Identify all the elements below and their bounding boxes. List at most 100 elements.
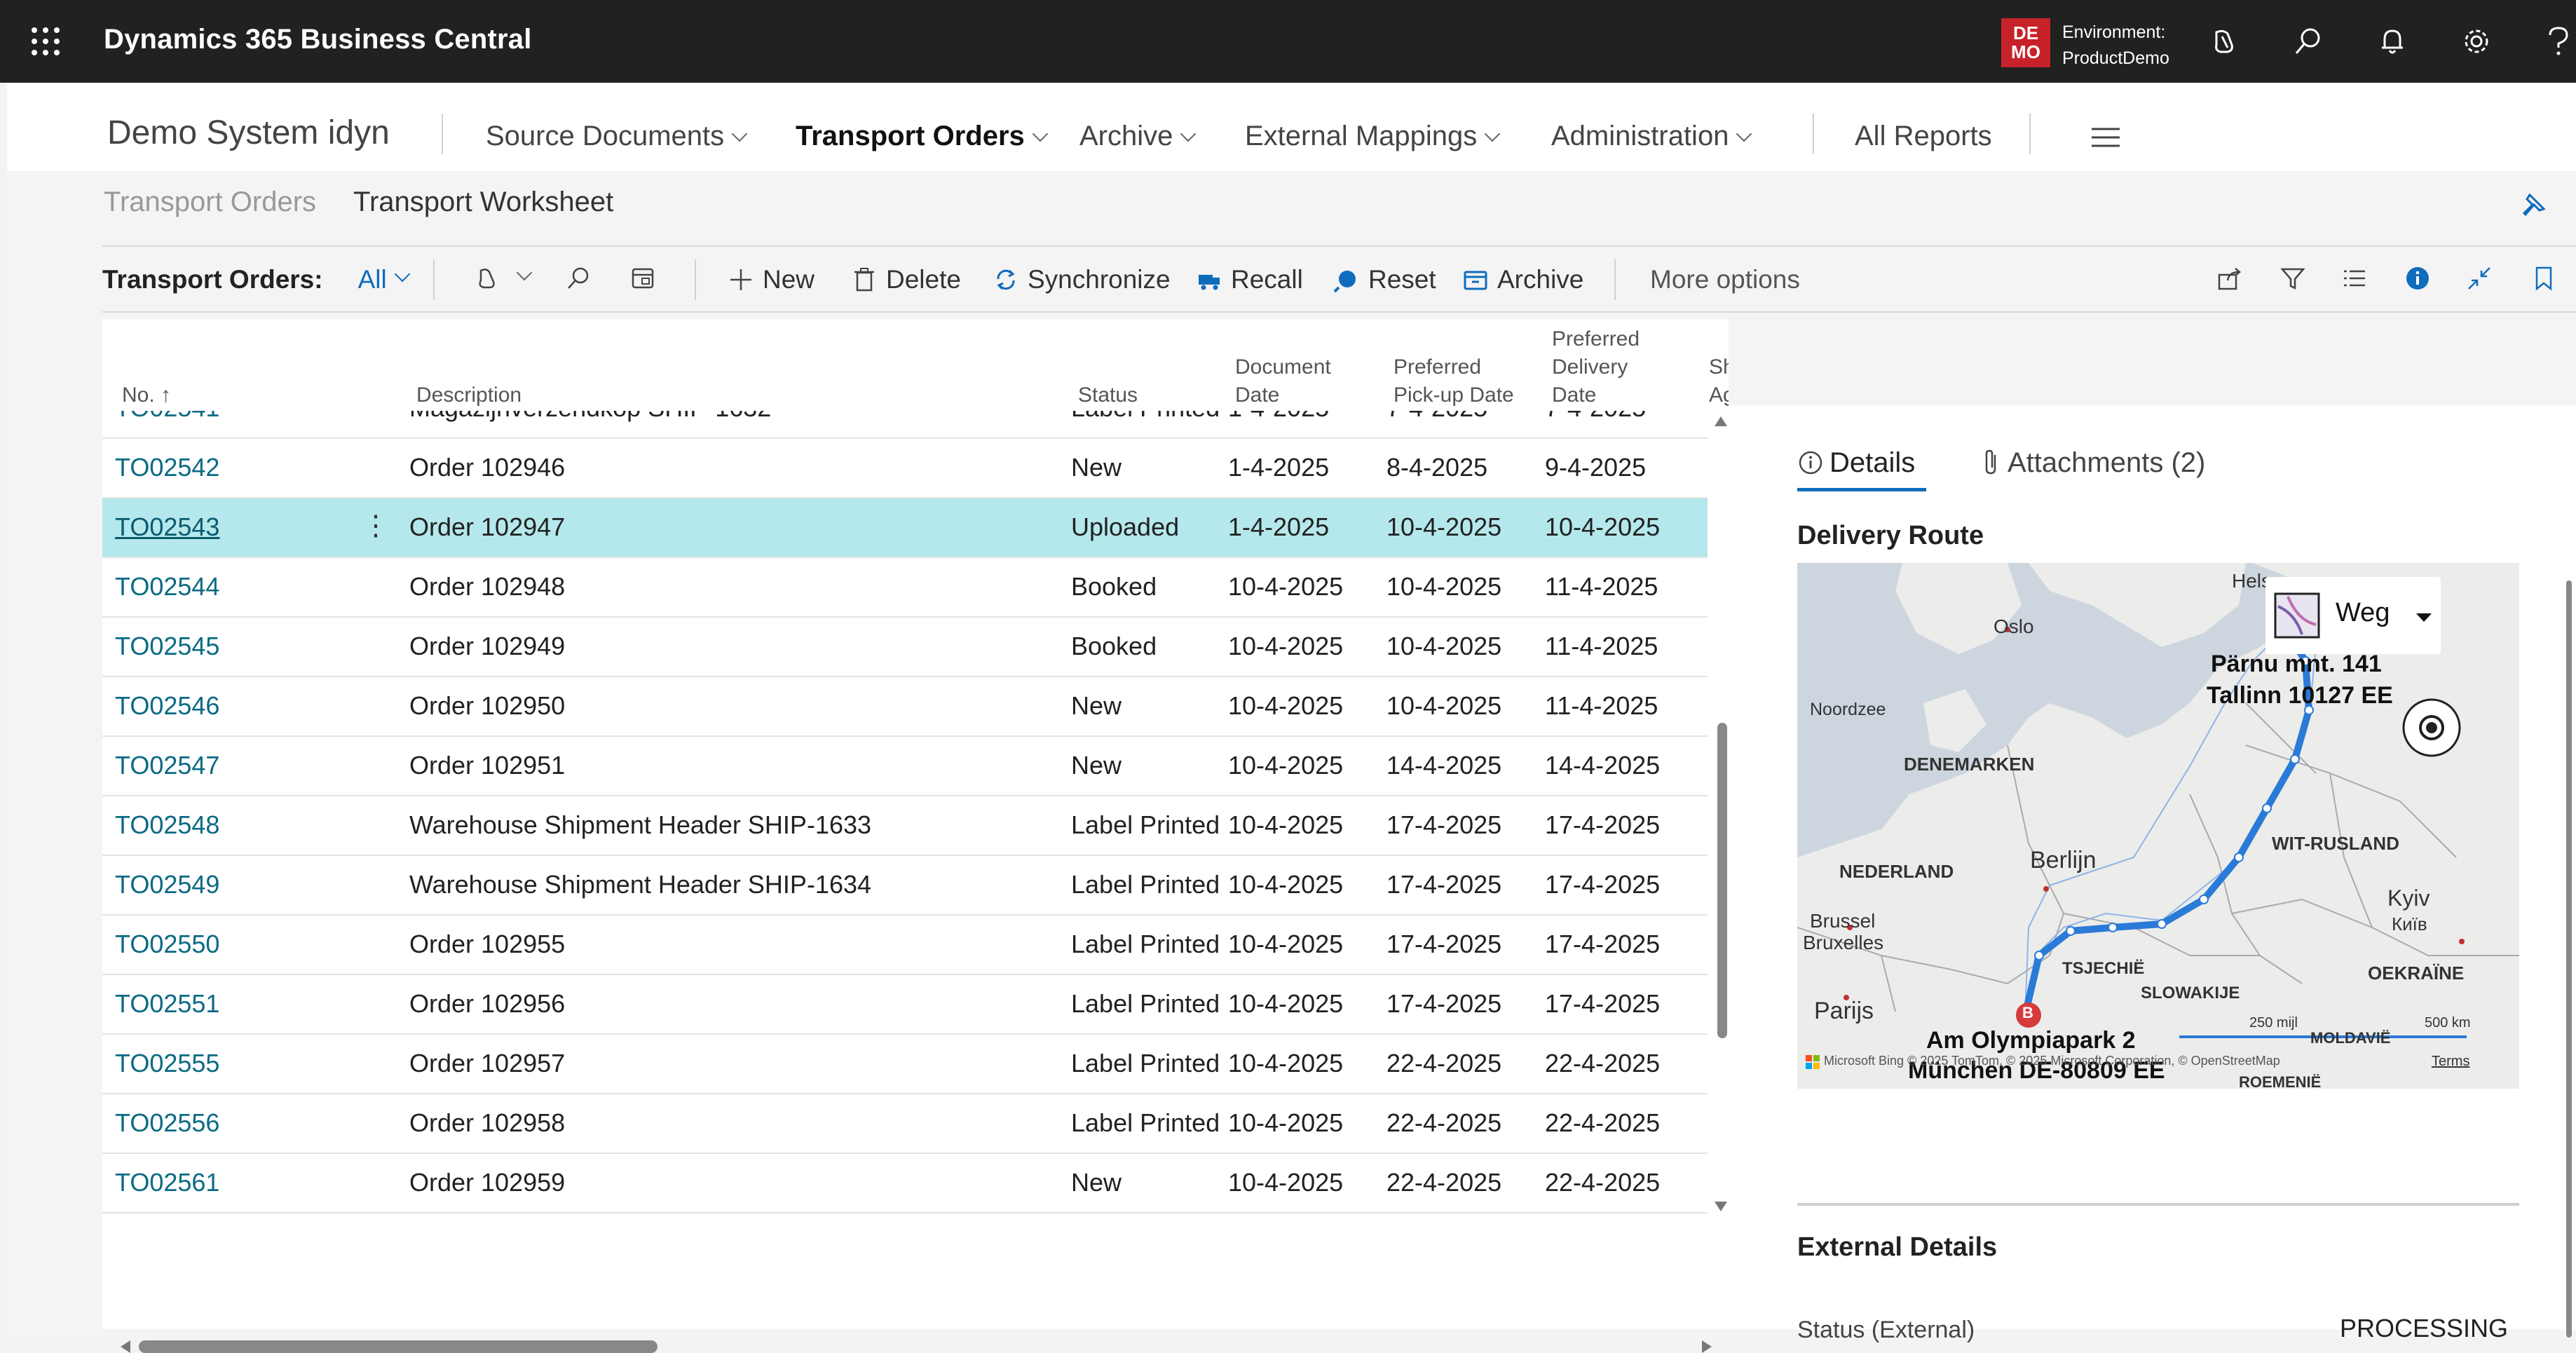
cell-delivery-date: 22-4-2025	[1545, 1108, 1661, 1137]
delivery-route-map[interactable]: Oslo Hels Noordzee DENEMARKEN NEDERLAND …	[1797, 563, 2519, 1089]
help-icon[interactable]	[2544, 24, 2576, 59]
map-style-selector[interactable]: Weg	[2265, 577, 2441, 654]
table-row[interactable]: TO02561 Order 102959 New 10-4-2025 22-4-2025…	[102, 1154, 1708, 1213]
cell-no[interactable]: TO02551	[115, 989, 220, 1018]
more-options-button[interactable]: More options	[1650, 265, 1800, 294]
pin-icon[interactable]	[2520, 191, 2548, 219]
cell-document-date: 1-4-2025	[1228, 453, 1330, 482]
table-row[interactable]: TO02548 Warehouse Shipment Header SHIP-16…	[102, 796, 1708, 856]
table-row[interactable]: TO02550 Order 102955 Label Printed 10-4-202…	[102, 916, 1708, 975]
cell-no[interactable]: TO02545	[115, 632, 220, 660]
table-row[interactable]: TO02555 Order 102957 Label Printed 10-4-202…	[102, 1035, 1708, 1094]
collapse-button[interactable]	[2466, 265, 2501, 292]
cell-pickup-date: 14-4-2025	[1386, 751, 1502, 780]
environment-badge[interactable]: DE MO	[2001, 18, 2050, 67]
cell-no[interactable]: TO02542	[115, 453, 220, 482]
gear-icon[interactable]	[2459, 24, 2494, 59]
vertical-scrollbar[interactable]	[1712, 416, 1729, 1216]
copilot-action-button[interactable]	[474, 264, 533, 292]
nav-external-mappings[interactable]: External Mappings	[1245, 121, 1501, 152]
row-actions-icon[interactable]: ⋮	[362, 510, 390, 541]
scroll-right-arrow-icon[interactable]	[1702, 1340, 1712, 1353]
list-view-button[interactable]	[2341, 265, 2376, 292]
nav-transport-orders[interactable]: Transport Orders	[796, 121, 1049, 152]
column-header-document-date[interactable]: Document Date	[1235, 353, 1331, 409]
table-row[interactable]: TO02547 Order 102951 New 10-4-2025 14-4-2025…	[102, 737, 1708, 796]
table-row[interactable]: TO02544 Order 102948 Booked 10-4-2025 10-4-2…	[102, 558, 1708, 618]
delete-button[interactable]: Delete	[851, 265, 961, 294]
nav-source-documents[interactable]: Source Documents	[486, 121, 748, 152]
edit-list-button[interactable]	[629, 265, 665, 292]
cell-no[interactable]: TO02549	[115, 870, 220, 899]
synchronize-button[interactable]: Synchronize	[993, 265, 1171, 294]
cell-no[interactable]: TO02543	[115, 512, 220, 541]
cell-no[interactable]: TO02555	[115, 1049, 220, 1077]
cell-delivery-date: 14-4-2025	[1545, 751, 1661, 780]
nav-administration[interactable]: Administration	[1551, 121, 1752, 152]
info-button[interactable]	[2404, 265, 2439, 292]
cell-no[interactable]: TO02544	[115, 572, 220, 601]
cell-no[interactable]: TO02548	[115, 810, 220, 839]
table-row[interactable]: TO02543 Order 102947 Uploaded 1-4-2025 10-4-…	[102, 498, 1708, 558]
factbox-scroll-thumb[interactable]	[2566, 580, 2572, 1338]
search-button[interactable]	[565, 265, 600, 292]
recall-button[interactable]: Recall	[1196, 265, 1303, 294]
horizontal-scroll-thumb[interactable]	[139, 1340, 657, 1353]
cell-status: Label Printed	[1071, 1108, 1220, 1137]
reset-button[interactable]: Reset	[1333, 265, 1436, 294]
map-terms-link[interactable]: Terms	[2432, 1054, 2470, 1069]
new-button[interactable]: New	[728, 265, 815, 294]
cell-no[interactable]: TO02556	[115, 1108, 220, 1137]
column-header-status[interactable]: Status	[1078, 383, 1138, 407]
scroll-left-arrow-icon[interactable]	[121, 1340, 130, 1353]
tab-details[interactable]: Details	[1797, 447, 1915, 479]
scroll-down-arrow-icon[interactable]	[1715, 1202, 1727, 1211]
breadcrumb-transport-orders[interactable]: Transport Orders	[104, 186, 317, 217]
search-icon[interactable]	[2291, 24, 2326, 59]
cell-no[interactable]: TO02550	[115, 930, 220, 958]
nav-all-reports[interactable]: All Reports	[1855, 121, 1992, 151]
cell-description: Warehouse Shipment Header SHIP-1634	[409, 870, 872, 899]
vertical-scroll-thumb[interactable]	[1717, 723, 1727, 1038]
cell-document-date: 1-4-2025	[1228, 512, 1330, 541]
copilot-icon[interactable]	[2207, 24, 2242, 59]
app-title[interactable]: Dynamics 365 Business Central	[104, 24, 532, 55]
table-row[interactable]: TO02546 Order 102950 New 10-4-2025 10-4-2025…	[102, 677, 1708, 737]
bookmark-button[interactable]	[2530, 265, 2565, 292]
cell-pickup-date: 17-4-2025	[1386, 810, 1502, 839]
scroll-up-arrow-icon[interactable]	[1715, 416, 1727, 426]
company-name[interactable]: Demo System idyn	[107, 114, 390, 151]
breadcrumb-transport-worksheet[interactable]: Transport Worksheet	[353, 186, 614, 217]
cell-document-date: 10-4-2025	[1228, 1108, 1344, 1137]
table-row[interactable]: TO02556 Order 102958 Label Printed 10-4-202…	[102, 1094, 1708, 1154]
table-row[interactable]: TO02542 Order 102946 New 1-4-2025 8-4-2025 9-…	[102, 439, 1708, 498]
archive-button[interactable]: Archive	[1462, 265, 1583, 294]
column-header-truncated[interactable]: Sh Ag	[1709, 353, 1729, 409]
waffle-icon[interactable]	[31, 27, 60, 56]
filter-button[interactable]	[2279, 265, 2315, 292]
column-header-description[interactable]: Description	[416, 383, 522, 407]
cell-no[interactable]: TO02546	[115, 691, 220, 720]
share-button[interactable]	[2216, 265, 2251, 292]
table-row[interactable]: TO02549 Warehouse Shipment Header SHIP-16…	[102, 856, 1708, 916]
badge-line-2: MO	[2011, 41, 2040, 62]
column-header-delivery-date[interactable]: Preferred Delivery Date	[1552, 325, 1640, 409]
cell-no[interactable]: TO02561	[115, 1168, 220, 1197]
map-label-tsjechie: TSJECHIË	[2062, 959, 2145, 978]
table-row[interactable]: TO02541 Magazijnverzendkop SHIP-1632 Label…	[102, 411, 1708, 439]
nav-archive[interactable]: Archive	[1079, 121, 1197, 152]
cell-no[interactable]: TO02541	[115, 411, 219, 423]
view-filter[interactable]: Transport Orders: All	[102, 265, 411, 294]
hamburger-menu-icon[interactable]	[2090, 125, 2121, 150]
column-header-no[interactable]: No. ↑	[122, 383, 172, 407]
table-row[interactable]: TO02545 Order 102949 Booked 10-4-2025 10-4-2…	[102, 618, 1708, 677]
map-label-end-city: München DE-80809 EE	[1908, 1057, 2165, 1084]
tab-attachments[interactable]: Attachments (2)	[1981, 447, 2205, 479]
header-line: Date	[1235, 383, 1280, 407]
cell-no[interactable]: TO02547	[115, 751, 220, 780]
table-row[interactable]: TO02551 Order 102956 Label Printed 10-4-202…	[102, 975, 1708, 1035]
edit-list-icon	[632, 268, 654, 289]
environment-info[interactable]: Environment: ProductDemo	[2062, 20, 2169, 72]
bell-icon[interactable]	[2375, 24, 2410, 59]
column-header-pickup-date[interactable]: Preferred Pick-up Date	[1393, 353, 1514, 409]
